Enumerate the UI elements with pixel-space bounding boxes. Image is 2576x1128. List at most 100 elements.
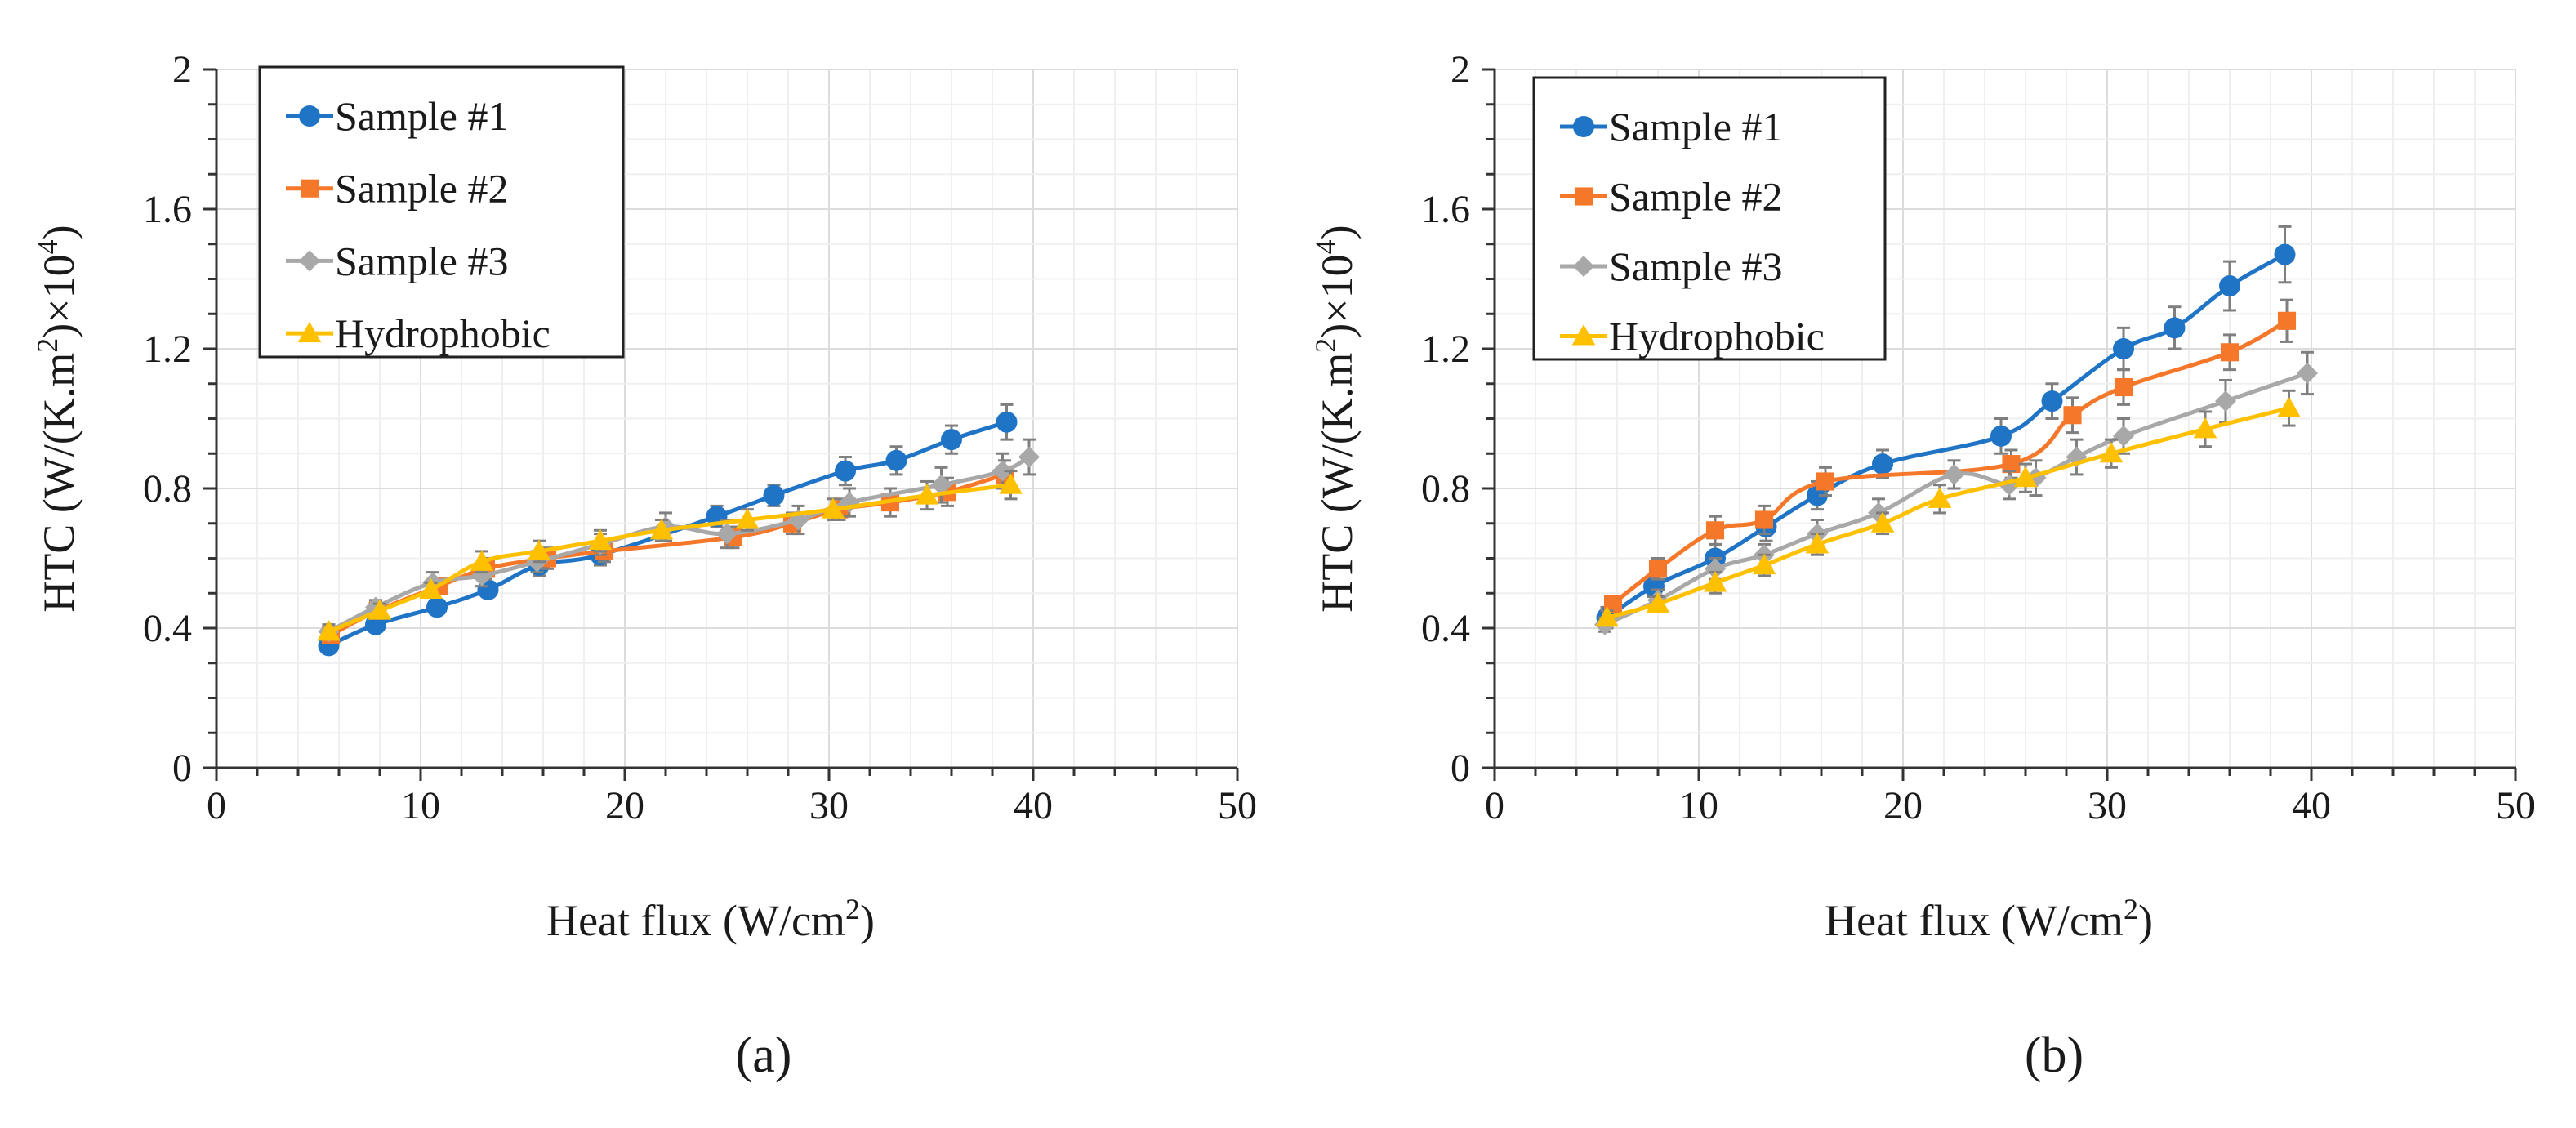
legend-label: Sample #2 bbox=[1609, 173, 1782, 219]
panel-a-legend-entry-sample-3: Sample #3 bbox=[286, 238, 508, 283]
panel-a-y-axis-label-sup: 2 bbox=[31, 338, 64, 353]
panel-b-tick-labels: 0 10 20 30 40 50 0 0.4 0.8 1.2 1.6 2 bbox=[1421, 48, 2535, 827]
panel-b-series-sample-3-point bbox=[2215, 390, 2236, 412]
panel-b-series-hydrophobic-point bbox=[1646, 591, 1670, 613]
panel-a-axes bbox=[203, 68, 1239, 781]
panel-a: 0 10 20 30 40 50 0 0.4 0.8 1.2 1.6 2 Hea… bbox=[31, 48, 1257, 1083]
legend-swatch-marker bbox=[1574, 187, 1593, 206]
panel-b-series-sample-1-point bbox=[1872, 453, 1893, 475]
panel-b: 0 10 20 30 40 50 0 0.4 0.8 1.2 1.6 2 Hea… bbox=[1309, 48, 2535, 1083]
legend-label: Sample #3 bbox=[1609, 243, 1782, 289]
panel-a-y-axis-label-sup2: 4 bbox=[31, 239, 64, 254]
panel-a-series-sample-3-point bbox=[1018, 446, 1040, 468]
panel-a-series-sample-1-point bbox=[835, 460, 856, 482]
panel-a-legend-entry-sample-1: Sample #1 bbox=[286, 93, 508, 139]
panel-b-series-hydrophobic-point bbox=[1805, 533, 1829, 554]
panel-b-series-sample-2-line bbox=[1611, 319, 2289, 606]
panel-b-series-sample-2 bbox=[1603, 298, 2297, 613]
panel-b-series-sample-2-point bbox=[1648, 560, 1668, 578]
panel-a-y-axis-label-text: HTC (W/(K.m bbox=[34, 353, 83, 613]
panel-a-series-sample-3-point bbox=[992, 460, 1014, 482]
panel-a-x-axis-label-end: ) bbox=[860, 896, 875, 945]
panel-b-series-sample-3-point bbox=[1943, 463, 1965, 485]
legend-label: Sample #3 bbox=[335, 238, 508, 283]
panel-a-y-tick-label: 0 bbox=[172, 747, 192, 790]
panel-a-x-tick-label: 50 bbox=[1218, 784, 1257, 827]
panel-b-x-axis-label-end: ) bbox=[2138, 896, 2153, 945]
panel-b-y-tick-label: 0 bbox=[1451, 747, 1470, 790]
panel-b-series-sample-2-point bbox=[1816, 472, 1835, 491]
panel-b-y-axis-label: HTC (W/(K.m2)×104) bbox=[1309, 225, 1362, 612]
legend-swatch-marker bbox=[1573, 116, 1594, 137]
panel-a-series-hydrophobic bbox=[317, 470, 1023, 641]
panel-b-series-sample-2-point bbox=[2220, 343, 2240, 362]
panel-b-x-tick-label: 30 bbox=[2088, 784, 2127, 827]
legend-label: Sample #2 bbox=[335, 166, 508, 212]
panel-b-x-axis-label-text: Heat flux (W/cm bbox=[1825, 896, 2124, 945]
panel-b-y-axis-label-sup: 2 bbox=[1309, 338, 1342, 353]
panel-b-series-sample-1-point bbox=[2219, 275, 2240, 297]
panel-b-series-sample-1-point bbox=[2164, 317, 2186, 339]
panel-a-series-sample-1-point bbox=[885, 449, 907, 471]
panel-b-series-hydrophobic-point bbox=[1928, 487, 1952, 508]
panel-a-series-sample-3-point bbox=[716, 523, 738, 545]
panel-a-tick-labels: 0 10 20 30 40 50 0 0.4 0.8 1.2 1.6 2 bbox=[143, 48, 1257, 827]
panel-b-legend-entry-sample-1: Sample #1 bbox=[1560, 104, 1782, 149]
panel-b-x-tick-label: 0 bbox=[1485, 784, 1504, 827]
panel-a-y-tick-label: 1.2 bbox=[143, 328, 192, 371]
panel-a-series-sample-3-point bbox=[930, 474, 952, 496]
panel-b-series-sample-3-point bbox=[2113, 425, 2134, 447]
panel-b-x-tick-label: 10 bbox=[1679, 784, 1718, 827]
panel-a-y-axis-label-end: ) bbox=[34, 225, 83, 239]
panel-b-series-hydrophobic-point bbox=[2099, 441, 2124, 463]
panel-a-series-sample-1-point bbox=[941, 429, 962, 451]
panel-a-x-tick-label: 0 bbox=[207, 784, 226, 827]
panel-b-axes bbox=[1482, 68, 2517, 781]
legend-label: Sample #1 bbox=[1609, 104, 1782, 149]
legend-swatch-marker bbox=[1573, 255, 1594, 277]
panel-b-series-hydrophobic-point bbox=[1870, 511, 1895, 533]
panel-a-series-hydrophobic-point bbox=[419, 577, 443, 600]
panel-b-y-axis-label-sup2: 4 bbox=[1309, 239, 1342, 254]
panel-a-series-hydrophobic-point bbox=[915, 484, 939, 505]
panel-b-series-sample-2-point bbox=[2002, 455, 2021, 474]
panel-a-x-tick-label: 40 bbox=[1014, 784, 1053, 827]
panel-b-x-tick-label: 40 bbox=[2292, 784, 2331, 827]
panel-b-series-sample-1-point bbox=[2113, 338, 2134, 359]
panel-b-series-sample-2-point bbox=[2277, 311, 2297, 330]
panel-a-series-hydrophobic-point bbox=[821, 497, 845, 519]
panel-a-y-tick-label: 0.4 bbox=[143, 607, 192, 650]
panel-b-series-sample-1-point bbox=[1990, 425, 2012, 447]
legend-swatch-marker bbox=[299, 105, 320, 127]
panel-b-x-tick-label: 20 bbox=[1883, 784, 1923, 827]
panel-a-x-tick-label: 20 bbox=[605, 784, 644, 827]
panel-a-y-axis-label: HTC (W/(K.m2)×104) bbox=[31, 225, 83, 612]
panel-b-series-sample-2-point bbox=[1705, 521, 1725, 540]
legend-label: Hydrophobic bbox=[1609, 313, 1825, 359]
panel-b-y-tick-label: 2 bbox=[1451, 48, 1470, 91]
panel-b-series-sample-1-point bbox=[2041, 390, 2063, 412]
panel-b-series-hydrophobic-point bbox=[2193, 417, 2217, 439]
panel-b-series-hydrophobic-point bbox=[2277, 396, 2301, 417]
panel-b-x-axis-label: Heat flux (W/cm2) bbox=[1825, 893, 2153, 945]
panel-a-series-hydrophobic-point bbox=[527, 539, 551, 560]
panel-a-x-axis-label-sup: 2 bbox=[845, 893, 860, 925]
panel-a-y-tick-label: 0.8 bbox=[143, 467, 192, 510]
panel-a-legend-entry-hydrophobic: Hydrophobic bbox=[286, 310, 550, 356]
panel-a-y-tick-label: 1.6 bbox=[143, 188, 192, 231]
legend-swatch-marker bbox=[299, 250, 320, 272]
panel-b-series-hydrophobic-line bbox=[1606, 406, 2290, 620]
panel-b-y-axis-label-text: HTC (W/(K.m bbox=[1313, 353, 1362, 613]
panel-a-series-sample-1-point bbox=[426, 596, 448, 618]
panel-a-series-sample-1-point bbox=[996, 411, 1018, 433]
panel-a-series bbox=[317, 403, 1040, 657]
panel-b-y-tick-label: 0.8 bbox=[1421, 467, 1470, 510]
panel-b-series-hydrophobic-point bbox=[2013, 466, 2038, 488]
panel-a-x-tick-label: 30 bbox=[809, 784, 849, 827]
panel-b-x-tick-label: 50 bbox=[2496, 784, 2535, 827]
panel-b-legend-entry-sample-2: Sample #2 bbox=[1560, 173, 1782, 219]
legend-label: Sample #1 bbox=[335, 93, 508, 139]
panel-b-series-sample-2-point bbox=[1754, 510, 1774, 529]
panel-b-label: (b) bbox=[2025, 1028, 2084, 1083]
panel-a-series-hydrophobic-point bbox=[470, 550, 494, 571]
